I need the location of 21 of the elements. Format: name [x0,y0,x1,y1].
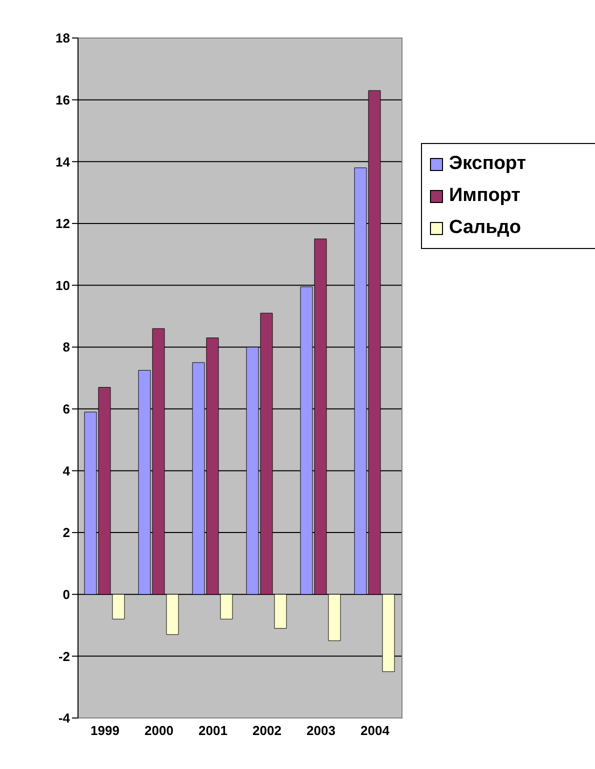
y-tick-label: 16 [56,92,70,108]
y-tick-label: 0 [62,586,70,602]
y-tick-label: 10 [56,278,70,293]
y-tick-label: 6 [62,402,70,417]
legend-label: Импорт [449,185,520,207]
x-tick-label: 2004 [360,723,390,738]
legend-label: Сальдо [449,217,521,239]
y-tick-label: -4 [58,710,71,726]
legend-label: Экспорт [449,153,526,175]
x-tick-label: 2000 [144,723,174,738]
x-tick-label: 2002 [252,723,282,738]
y-tick-label: 14 [56,154,71,170]
y-tick-label: 4 [62,463,71,478]
y-tick-label: 2 [62,525,70,540]
y-tick-label: 12 [56,216,70,232]
y-tick-label: 8 [62,340,70,355]
y-tick-label: -2 [58,648,70,664]
y-tick-label: 18 [56,30,70,46]
x-tick-label: 2003 [306,723,336,738]
x-tick-label: 2001 [198,723,228,738]
x-tick-label: 1999 [90,723,120,738]
